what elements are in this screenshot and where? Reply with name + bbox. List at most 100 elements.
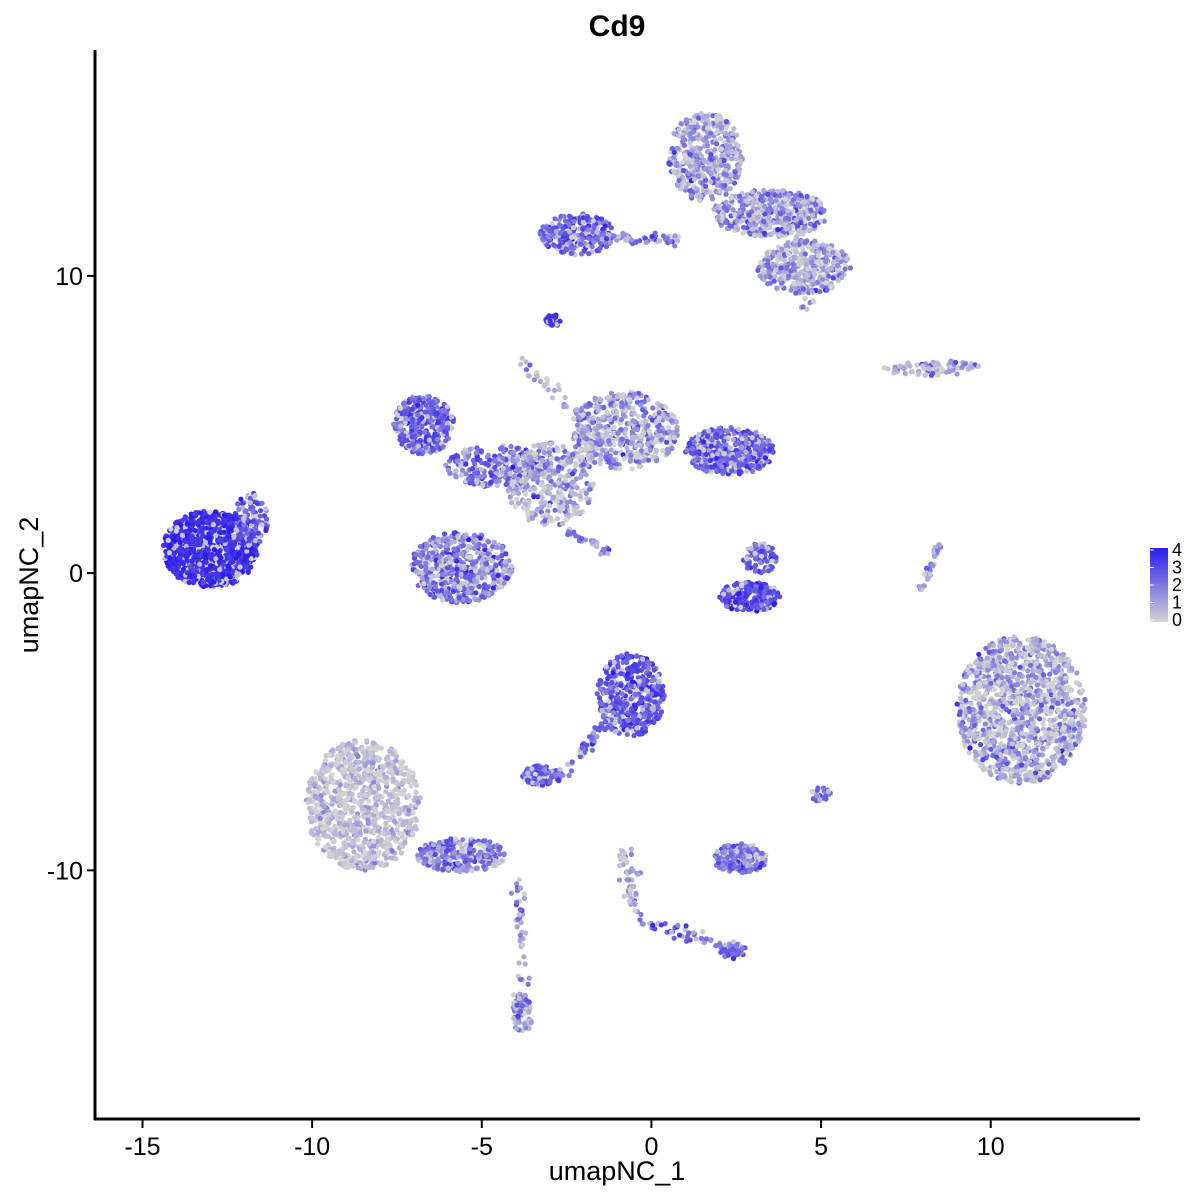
cell-point (663, 404, 669, 410)
cell-point (225, 563, 231, 569)
cell-point (184, 553, 190, 560)
cell-point (423, 402, 429, 408)
cell-point (649, 454, 655, 460)
cell-point (430, 534, 436, 541)
cell-point (187, 574, 193, 580)
cell-point (620, 412, 627, 418)
cell-point (455, 458, 461, 464)
cell-point (403, 415, 409, 421)
cell-point (197, 552, 204, 559)
cell-point (637, 442, 643, 448)
cell-point (786, 192, 792, 199)
cell-point (691, 439, 697, 445)
cell-point (689, 135, 695, 141)
cell-point (465, 554, 471, 560)
cell-point (719, 464, 725, 470)
cell-point (590, 420, 596, 426)
cell-point (788, 287, 794, 293)
cell-point (500, 465, 506, 471)
cell-point (429, 424, 435, 430)
cell-point (761, 218, 767, 224)
cell-point (446, 554, 452, 560)
cell-point (835, 262, 841, 269)
cell-point (449, 455, 455, 461)
cell-point (618, 393, 624, 399)
cell-point (740, 224, 747, 230)
cell-point (687, 140, 693, 146)
cell-point (509, 457, 516, 464)
cell-point (417, 543, 423, 549)
cell-point (584, 495, 590, 501)
cell-point (509, 563, 515, 569)
cell-point (423, 541, 429, 547)
cell-point (234, 516, 240, 522)
cell-point (424, 588, 430, 594)
cell-point (547, 441, 554, 447)
cell-point (585, 411, 592, 417)
cell-point (664, 439, 670, 445)
cell-point (729, 156, 735, 162)
cell-point (546, 491, 552, 497)
cell-point (168, 526, 174, 532)
cell-point (211, 579, 217, 585)
cell-point (206, 531, 212, 537)
cell-point (234, 528, 240, 534)
cell-point (191, 573, 198, 579)
cell-point (684, 447, 690, 453)
cell-point (775, 227, 781, 233)
cell-point (829, 265, 835, 271)
cell-point (485, 539, 492, 545)
cell-point (761, 269, 767, 275)
cell-point (450, 588, 457, 595)
cell-point (774, 219, 780, 225)
cell-point (408, 424, 415, 430)
cell-point (472, 596, 478, 602)
cell-point (719, 125, 725, 131)
cell-point (557, 238, 563, 244)
cell-point (437, 554, 443, 560)
cell-point (647, 447, 654, 453)
cell-point (730, 130, 736, 137)
cell-point (246, 542, 252, 548)
cell-point (537, 463, 543, 469)
cell-point (723, 191, 729, 197)
cell-point (817, 289, 823, 295)
cell-point (693, 185, 699, 192)
cell-point (500, 455, 506, 461)
cell-point (708, 152, 714, 158)
cell-point (627, 458, 633, 464)
cell-point (414, 568, 420, 574)
cell-point (238, 496, 244, 502)
cell-point (612, 402, 618, 408)
cell-point (766, 269, 772, 275)
cell-point (755, 267, 761, 273)
cell-point (195, 573, 201, 579)
cell-point (556, 222, 563, 228)
cell-point (578, 488, 585, 495)
cell-point (723, 125, 729, 131)
cell-point (563, 246, 569, 252)
cell-point (721, 438, 727, 444)
cell-point (450, 418, 456, 424)
cell-point (583, 490, 589, 496)
cell-point (444, 421, 450, 427)
cell-point (588, 440, 595, 446)
cell-point (716, 427, 722, 433)
cell-point (167, 555, 173, 561)
cell-point (248, 564, 254, 570)
cell-point (444, 404, 450, 410)
cell-point (792, 193, 799, 199)
cell-point (569, 471, 576, 477)
cell-point (764, 262, 771, 268)
cell-point (598, 456, 604, 463)
cell-point (423, 568, 429, 574)
cell-point (413, 552, 419, 558)
cell-point (522, 462, 528, 468)
cell-point (473, 590, 479, 596)
cell-point (448, 414, 455, 421)
cell-point (757, 451, 763, 458)
cell-point (449, 567, 455, 573)
cell-point (704, 468, 710, 474)
cell-point (221, 512, 228, 518)
cell-point (458, 571, 464, 577)
